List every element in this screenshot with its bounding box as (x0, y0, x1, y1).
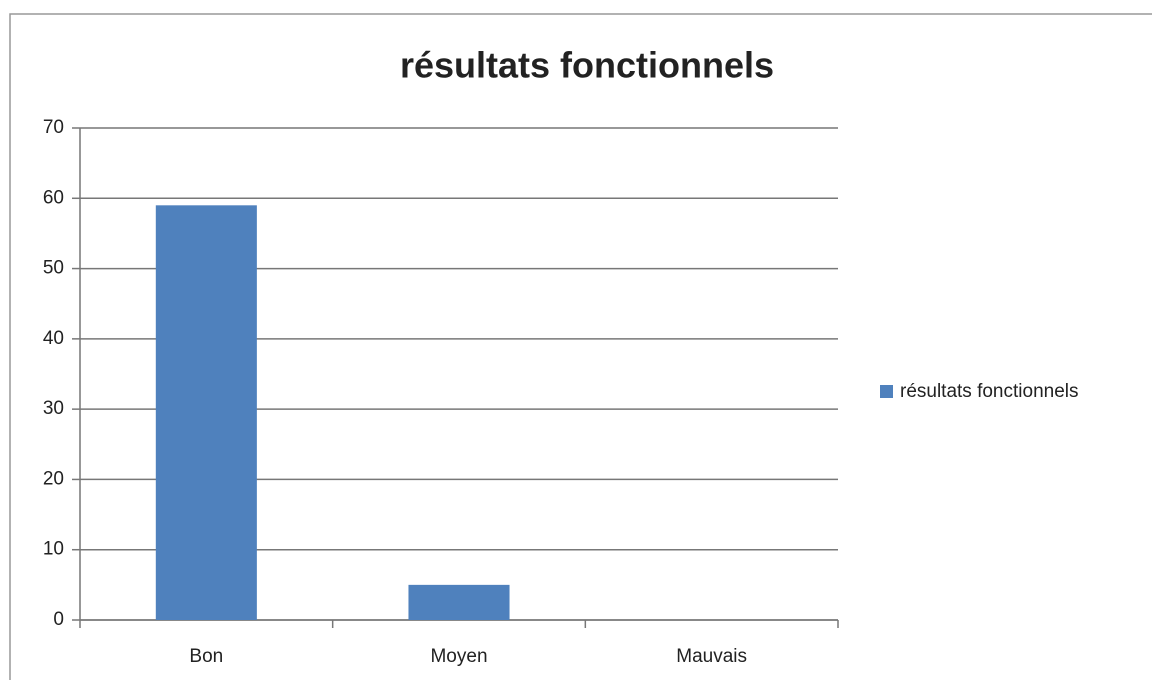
legend-swatch (880, 385, 893, 398)
chart-title: résultats fonctionnels (400, 45, 774, 86)
bar (408, 584, 510, 620)
y-tick-label: 30 (43, 398, 64, 419)
legend-label: résultats fonctionnels (900, 381, 1079, 402)
y-tick-label: 60 (43, 187, 64, 208)
y-tick-label: 0 (53, 609, 64, 630)
y-tick-label: 40 (43, 328, 64, 349)
y-tick-label: 10 (43, 539, 64, 560)
y-tick-label: 70 (43, 117, 64, 138)
bar (155, 205, 257, 621)
y-tick-label: 20 (43, 468, 64, 489)
x-tick-label: Moyen (430, 646, 487, 667)
x-tick-label: Bon (189, 646, 223, 667)
x-tick-label: Mauvais (676, 646, 747, 667)
y-tick-label: 50 (43, 258, 64, 279)
